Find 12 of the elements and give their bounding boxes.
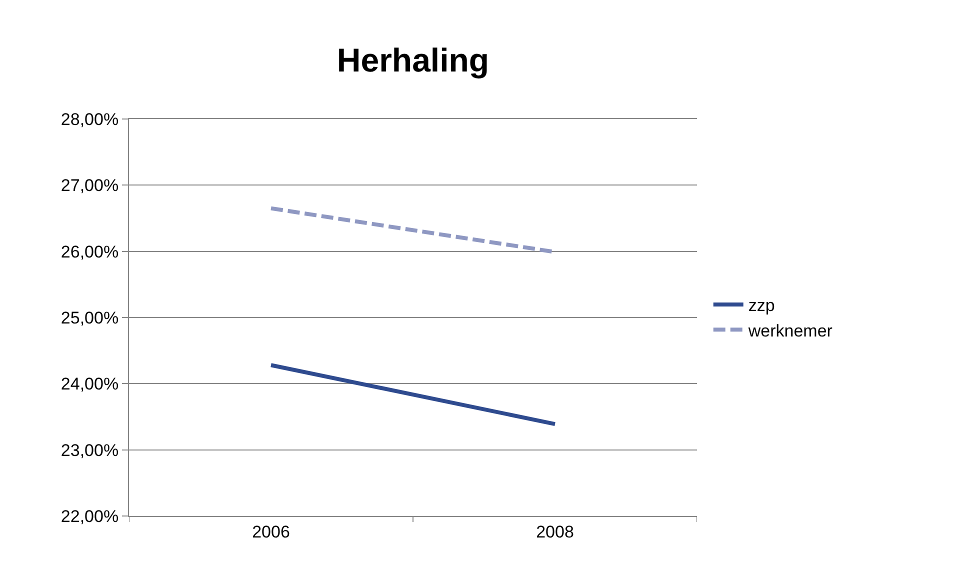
y-tick-label: 26,00%	[60, 242, 119, 262]
y-tick-label: 28,00%	[60, 110, 119, 129]
y-tick-label: 24,00%	[60, 374, 119, 394]
x-tick-label: 2008	[536, 522, 574, 542]
y-tick-label: 23,00%	[60, 440, 119, 460]
x-tick-label: 2006	[252, 522, 290, 542]
legend-label: zzp	[748, 296, 775, 316]
y-tick-label: 22,00%	[60, 506, 119, 526]
chart-title: Herhaling	[336, 42, 490, 79]
y-tick-label: 25,00%	[60, 308, 119, 328]
legend-label: werknemer	[747, 321, 833, 340]
y-tick-label: 27,00%	[60, 176, 119, 196]
